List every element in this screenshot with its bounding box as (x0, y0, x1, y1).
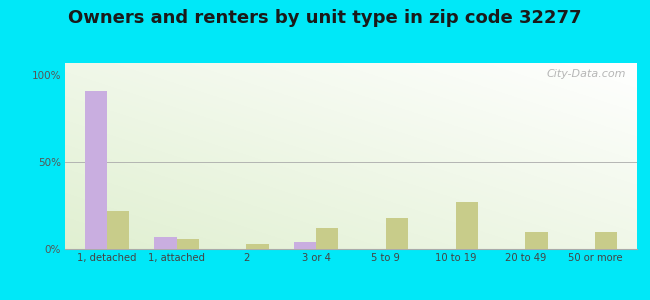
Bar (595, 232, 617, 249)
Bar (386, 218, 408, 249)
Bar (246, 244, 268, 249)
Bar (316, 228, 339, 249)
Bar (154, 237, 177, 249)
Bar (525, 232, 548, 249)
Bar (456, 202, 478, 249)
Bar (84, 91, 107, 249)
Bar (294, 242, 316, 249)
Text: Owners and renters by unit type in zip code 32277: Owners and renters by unit type in zip c… (68, 9, 582, 27)
Bar (177, 238, 199, 249)
Bar (107, 211, 129, 249)
Text: City-Data.com: City-Data.com (546, 69, 625, 79)
